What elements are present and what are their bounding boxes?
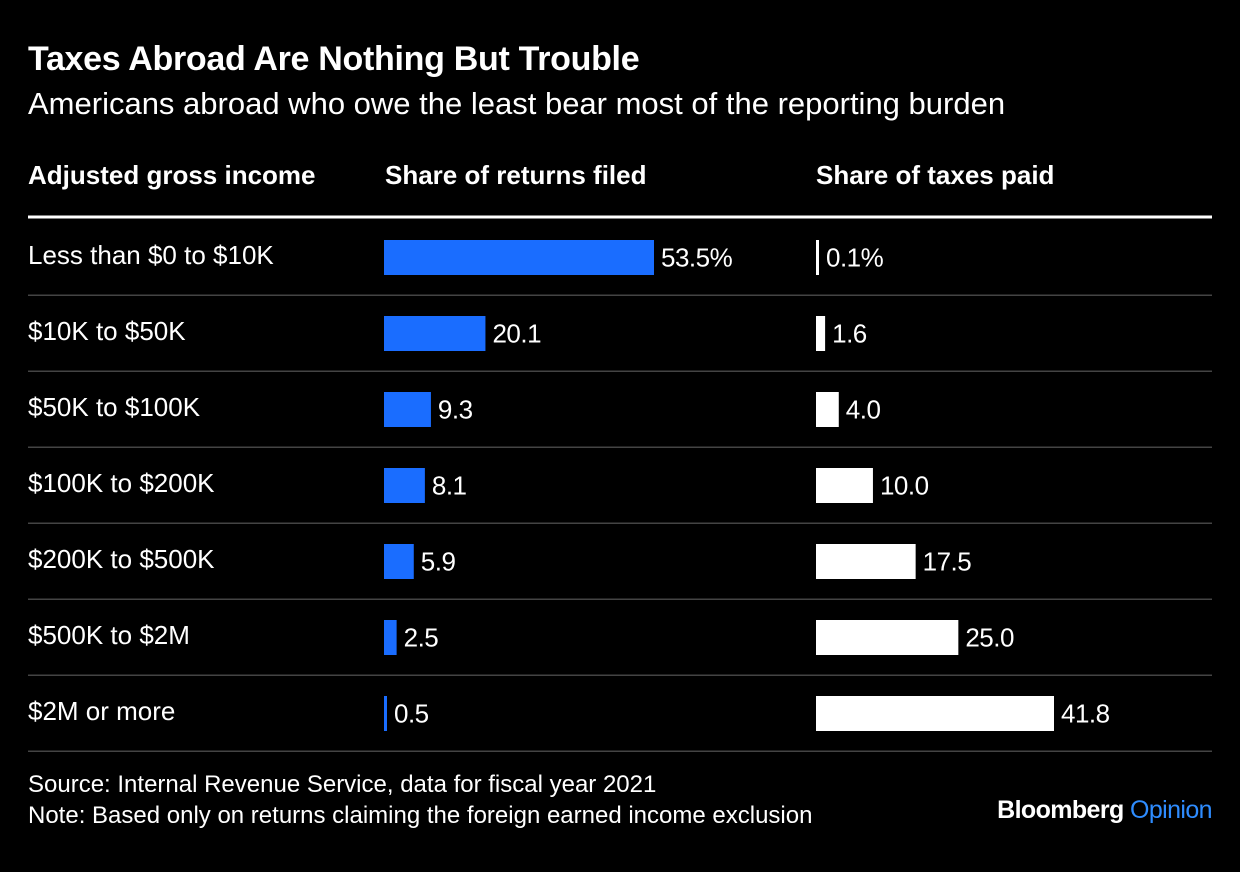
taxes-value-label: 4.0 (846, 395, 881, 425)
taxes-value-label: 41.8 (1061, 699, 1110, 729)
returns-value-label: 20.1 (492, 319, 541, 349)
footnote: Note: Based only on returns claiming the… (28, 802, 813, 829)
row-label: $2M or more (28, 696, 175, 726)
taxes-value-label: 10.0 (880, 471, 929, 501)
taxes-value-label: 25.0 (965, 623, 1014, 653)
row-label: Less than $0 to $10K (28, 240, 274, 270)
source-note: Source: Internal Revenue Service, data f… (28, 771, 657, 798)
returns-value-label: 0.5 (394, 699, 429, 729)
column-header-returns: Share of returns filed (385, 160, 647, 190)
taxes-bar (816, 544, 916, 579)
taxes-value-label: 1.6 (832, 319, 867, 349)
row-divider (28, 294, 1212, 296)
row-label: $200K to $500K (28, 544, 215, 574)
returns-value-label: 8.1 (432, 471, 467, 501)
brand-section: Opinion (1130, 796, 1213, 824)
taxes-bar (816, 620, 959, 655)
returns-bar (384, 620, 397, 655)
row-divider (28, 370, 1212, 372)
brand-name: Bloomberg (997, 796, 1124, 824)
returns-bar (384, 240, 654, 275)
row-label: $10K to $50K (28, 316, 186, 346)
returns-bar (384, 316, 486, 351)
returns-bar (384, 544, 414, 579)
taxes-bar (816, 468, 873, 503)
row-divider (28, 598, 1212, 600)
brand-logo: Bloomberg Opinion (997, 796, 1212, 825)
row-divider (28, 522, 1212, 524)
returns-value-label: 2.5 (404, 623, 439, 653)
taxes-bar (816, 392, 839, 427)
taxes-bar (816, 316, 826, 351)
row-divider (28, 750, 1212, 752)
returns-bar (384, 392, 431, 427)
returns-bar (384, 696, 387, 731)
returns-value-label: 53.5% (661, 243, 733, 273)
header-rule (28, 215, 1212, 219)
taxes-value-label: 0.1% (826, 243, 884, 273)
row-label: $100K to $200K (28, 468, 215, 498)
row-label: $500K to $2M (28, 620, 190, 650)
taxes-bar (816, 696, 1054, 731)
taxes-value-label: 17.5 (923, 547, 972, 577)
column-header-income: Adjusted gross income (28, 160, 316, 190)
returns-value-label: 9.3 (438, 395, 473, 425)
column-header-taxes: Share of taxes paid (816, 160, 1055, 190)
returns-bar (384, 468, 425, 503)
row-divider (28, 674, 1212, 676)
row-label: $50K to $100K (28, 392, 201, 422)
taxes-bar (816, 240, 819, 275)
chart-subtitle: Americans abroad who owe the least bear … (28, 86, 1006, 121)
row-divider (28, 446, 1212, 448)
chart-title: Taxes Abroad Are Nothing But Trouble (28, 40, 640, 78)
returns-value-label: 5.9 (421, 547, 456, 577)
